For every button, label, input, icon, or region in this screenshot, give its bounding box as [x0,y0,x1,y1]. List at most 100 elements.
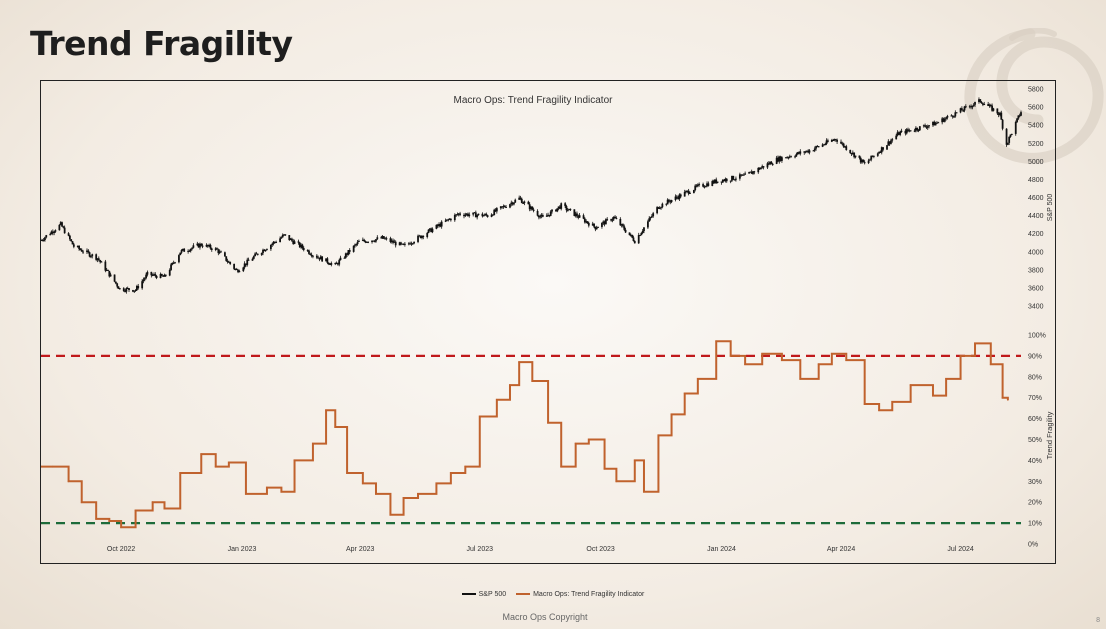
fragility-point [151,501,154,504]
spx-candle-body [670,199,673,203]
spx-candle-body [761,166,764,168]
spx-candle-body [805,150,808,152]
spx-candle-body [371,240,373,243]
page-title: Trend Fragility [30,24,293,63]
spx-candle-body [715,179,718,183]
fragility-point [509,384,511,387]
spx-candle-body [284,234,287,236]
spx-candle-body [275,241,278,243]
spx-candle-body [723,179,726,182]
fragility-point [67,480,70,483]
spx-candle-body [989,104,992,106]
spx-candle-body [665,203,668,205]
spx-candle-body [1000,112,1003,120]
spx-candle-body [560,203,563,209]
spx-candle-body [280,237,283,239]
spx-candle-body [742,174,745,176]
fragility-point [312,442,314,445]
copyright-footer: Macro Ops Copyright [502,612,588,622]
spx-candle-body [481,213,484,217]
spx-candle-body [826,140,829,142]
fragility-point [518,361,521,364]
spx-candle-body [858,155,861,158]
spx-candle-body [523,201,526,203]
spx-candle-body [854,155,857,158]
spx-candle-body [335,263,338,265]
spx-candle-body [794,156,796,158]
spx-candle-body [541,215,544,217]
spx-candle-body [536,210,539,216]
spx-candle-body [242,267,245,272]
spx-candle-body [134,290,137,292]
spx-candle-body [582,215,585,219]
spx-candle-body [769,161,771,165]
spx-candle-body [293,241,296,244]
spx-candle-body [532,209,535,211]
spx-candle-body [971,105,974,108]
spx-candle-body [586,221,589,224]
spx-candle-body [720,181,723,183]
spx-candle-body [384,238,387,240]
spx-candle-body [862,159,865,163]
fragility-point [932,394,934,397]
fragility-point [80,501,83,504]
spx-candle-body [247,259,250,261]
spx-candle-body [254,253,257,257]
spx-candle-body [168,269,171,276]
spx-candle-body [863,162,866,164]
spx-candle-body [439,224,442,227]
spx-candle-body [1014,121,1017,134]
fragility-point [134,509,137,512]
spx-candle-body [991,105,993,111]
spx-candle-body [555,209,557,212]
fragility-point [845,359,848,361]
fragility-point [293,459,296,462]
fragility-point [435,482,438,485]
spx-candle-body [678,194,681,200]
spx-y-tick-label: 3600 [1028,285,1044,292]
spx-candle-body [585,221,588,223]
spx-candle-body [179,252,182,256]
spx-candle-body [356,241,359,245]
spx-candle-body [548,214,551,216]
spx-candle-body [210,248,213,251]
spx-candle-body [926,126,929,128]
spx-candle-body [505,207,507,209]
spx-candle-body [447,219,450,221]
spx-candle-body [803,151,806,153]
spx-candle-body [1017,115,1020,119]
fragility-point [696,377,699,380]
spx-candle-body [707,183,710,186]
spx-candle-body [224,252,226,257]
spx-candle-body [913,130,916,132]
x-tick-label: Oct 2023 [586,546,615,553]
spx-candle-body [834,139,837,141]
spx-candle-body [428,228,431,230]
spx-candle-body [162,275,165,277]
spx-candle-body [403,243,406,245]
spx-candle-body [180,250,183,253]
spx-candle-body [91,254,94,257]
fragility-point [41,465,42,468]
spx-candle-body [649,217,652,219]
fragility-point [729,355,732,357]
spx-candle-body [174,262,176,264]
spx-candle-body [735,178,737,180]
spx-candle-body [235,269,238,271]
spx-candle-body [674,196,677,200]
spx-y-tick-label: 5800 [1028,87,1044,94]
spx-candle-body [455,214,458,216]
spx-candle-body [263,249,266,252]
spx-candle-body [576,213,578,217]
spx-candle-body [122,288,125,291]
fragility-point [959,355,962,357]
spx-candle-body [869,159,871,161]
spx-candle-body [163,274,166,277]
fragility-y-tick-label: 80% [1028,374,1042,381]
spx-candle-body [833,139,836,141]
spx-candle-body [146,271,149,275]
spx-candle-body [804,151,807,153]
spx-candle-body [390,240,393,242]
spx-candle-body [402,243,405,245]
chart-frame: Macro Ops: Trend Fragility Indicator Oct … [40,80,1056,564]
